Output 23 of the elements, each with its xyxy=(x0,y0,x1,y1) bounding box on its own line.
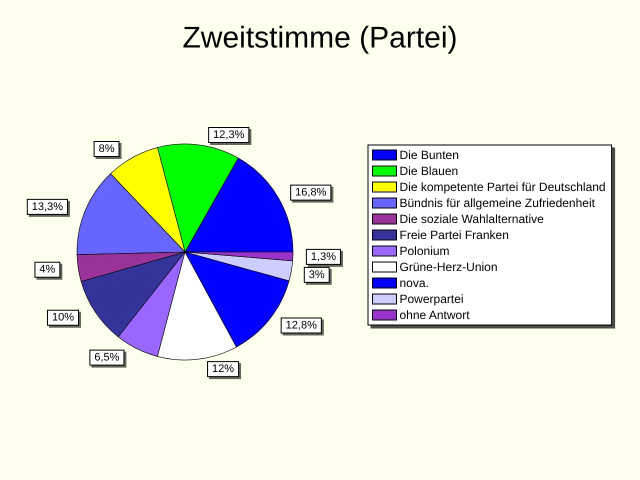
data-label: 10% xyxy=(52,312,74,324)
data-label: 13,3% xyxy=(32,200,64,213)
legend-label: Powerpartei xyxy=(400,292,464,306)
data-label: 8% xyxy=(98,142,115,155)
chart-title: Zweitstimme (Partei) xyxy=(182,22,458,54)
data-label: 4% xyxy=(39,264,56,276)
legend-label: Freie Partei Franken xyxy=(400,228,509,242)
data-label: 1,3% xyxy=(310,250,336,263)
data-label: 16,8% xyxy=(295,186,327,199)
legend-label: Die Bunten xyxy=(400,148,459,162)
data-label: 12,8% xyxy=(286,319,318,332)
legend-label: Grüne-Herz-Union xyxy=(400,260,498,274)
data-label: 3% xyxy=(308,268,325,281)
legend-label: Bündnis für allgemeine Zufriedenheit xyxy=(400,196,596,210)
legend-label: Die Blauen xyxy=(400,164,458,178)
data-label: 12% xyxy=(212,363,234,376)
data-label: 12,3% xyxy=(213,128,245,141)
legend-label: ohne Antwort xyxy=(400,308,470,322)
data-label: 6,5% xyxy=(94,352,120,364)
legend-label: nova. xyxy=(400,276,429,290)
legend-label: Die kompetente Partei für Deutschland xyxy=(400,180,606,194)
legend-label: Polonium xyxy=(400,244,450,258)
legend-label: Die soziale Wahlalternative xyxy=(400,212,544,226)
